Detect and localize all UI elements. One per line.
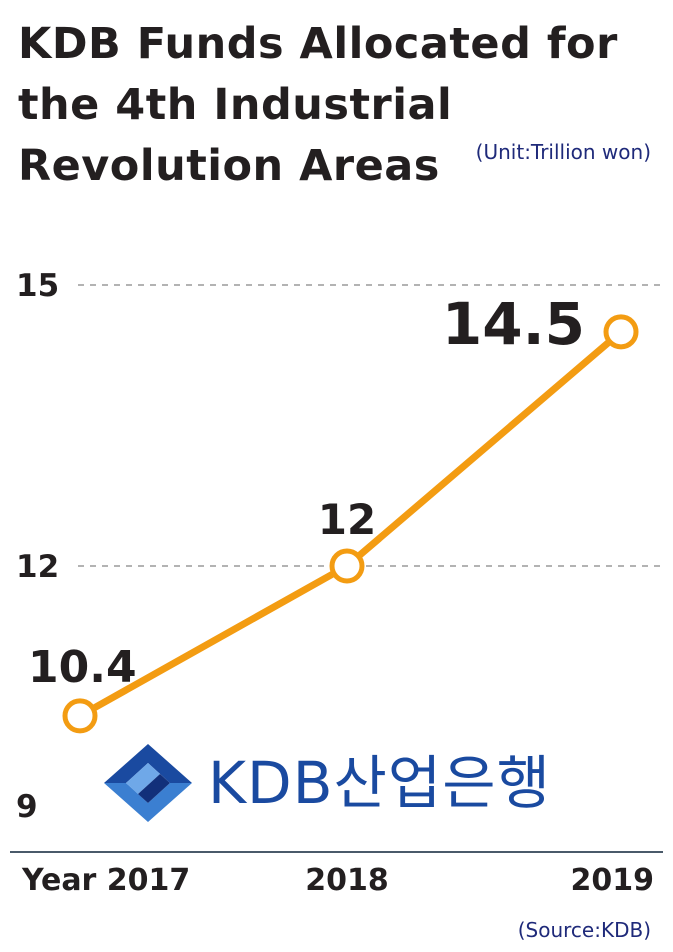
kdb-ribbon-logo-icon — [104, 744, 192, 822]
kdb-logo: KDB산업은행 — [102, 742, 551, 824]
y-tick-label: 12 — [16, 549, 59, 585]
y-tick-label: 9 — [16, 789, 38, 825]
y-axis-tick-labels: 9 12 15 — [16, 268, 59, 825]
data-point — [603, 314, 639, 350]
data-point — [62, 698, 98, 734]
gridlines — [78, 284, 665, 567]
x-axis-tick-labels: Year 2017 2018 2019 — [21, 863, 654, 898]
chart-title: KDB Funds Allocated for the 4th Industri… — [18, 19, 618, 191]
data-labels: 10.4 12 14.5 — [28, 290, 585, 693]
source-note: (Source:KDB) — [517, 918, 651, 942]
x-tick-label: 2018 — [305, 863, 389, 898]
data-label: 14.5 — [442, 290, 585, 358]
x-tick-label: Year 2017 — [21, 863, 190, 898]
y-tick-label: 15 — [16, 268, 59, 304]
logo-text: KDB산업은행 — [208, 749, 551, 817]
data-points — [62, 314, 639, 734]
x-tick-label: 2019 — [571, 863, 655, 898]
data-label: 10.4 — [28, 642, 137, 693]
data-label: 12 — [318, 495, 376, 544]
data-point — [329, 548, 365, 584]
unit-note: (Unit:Trillion won) — [475, 140, 651, 164]
